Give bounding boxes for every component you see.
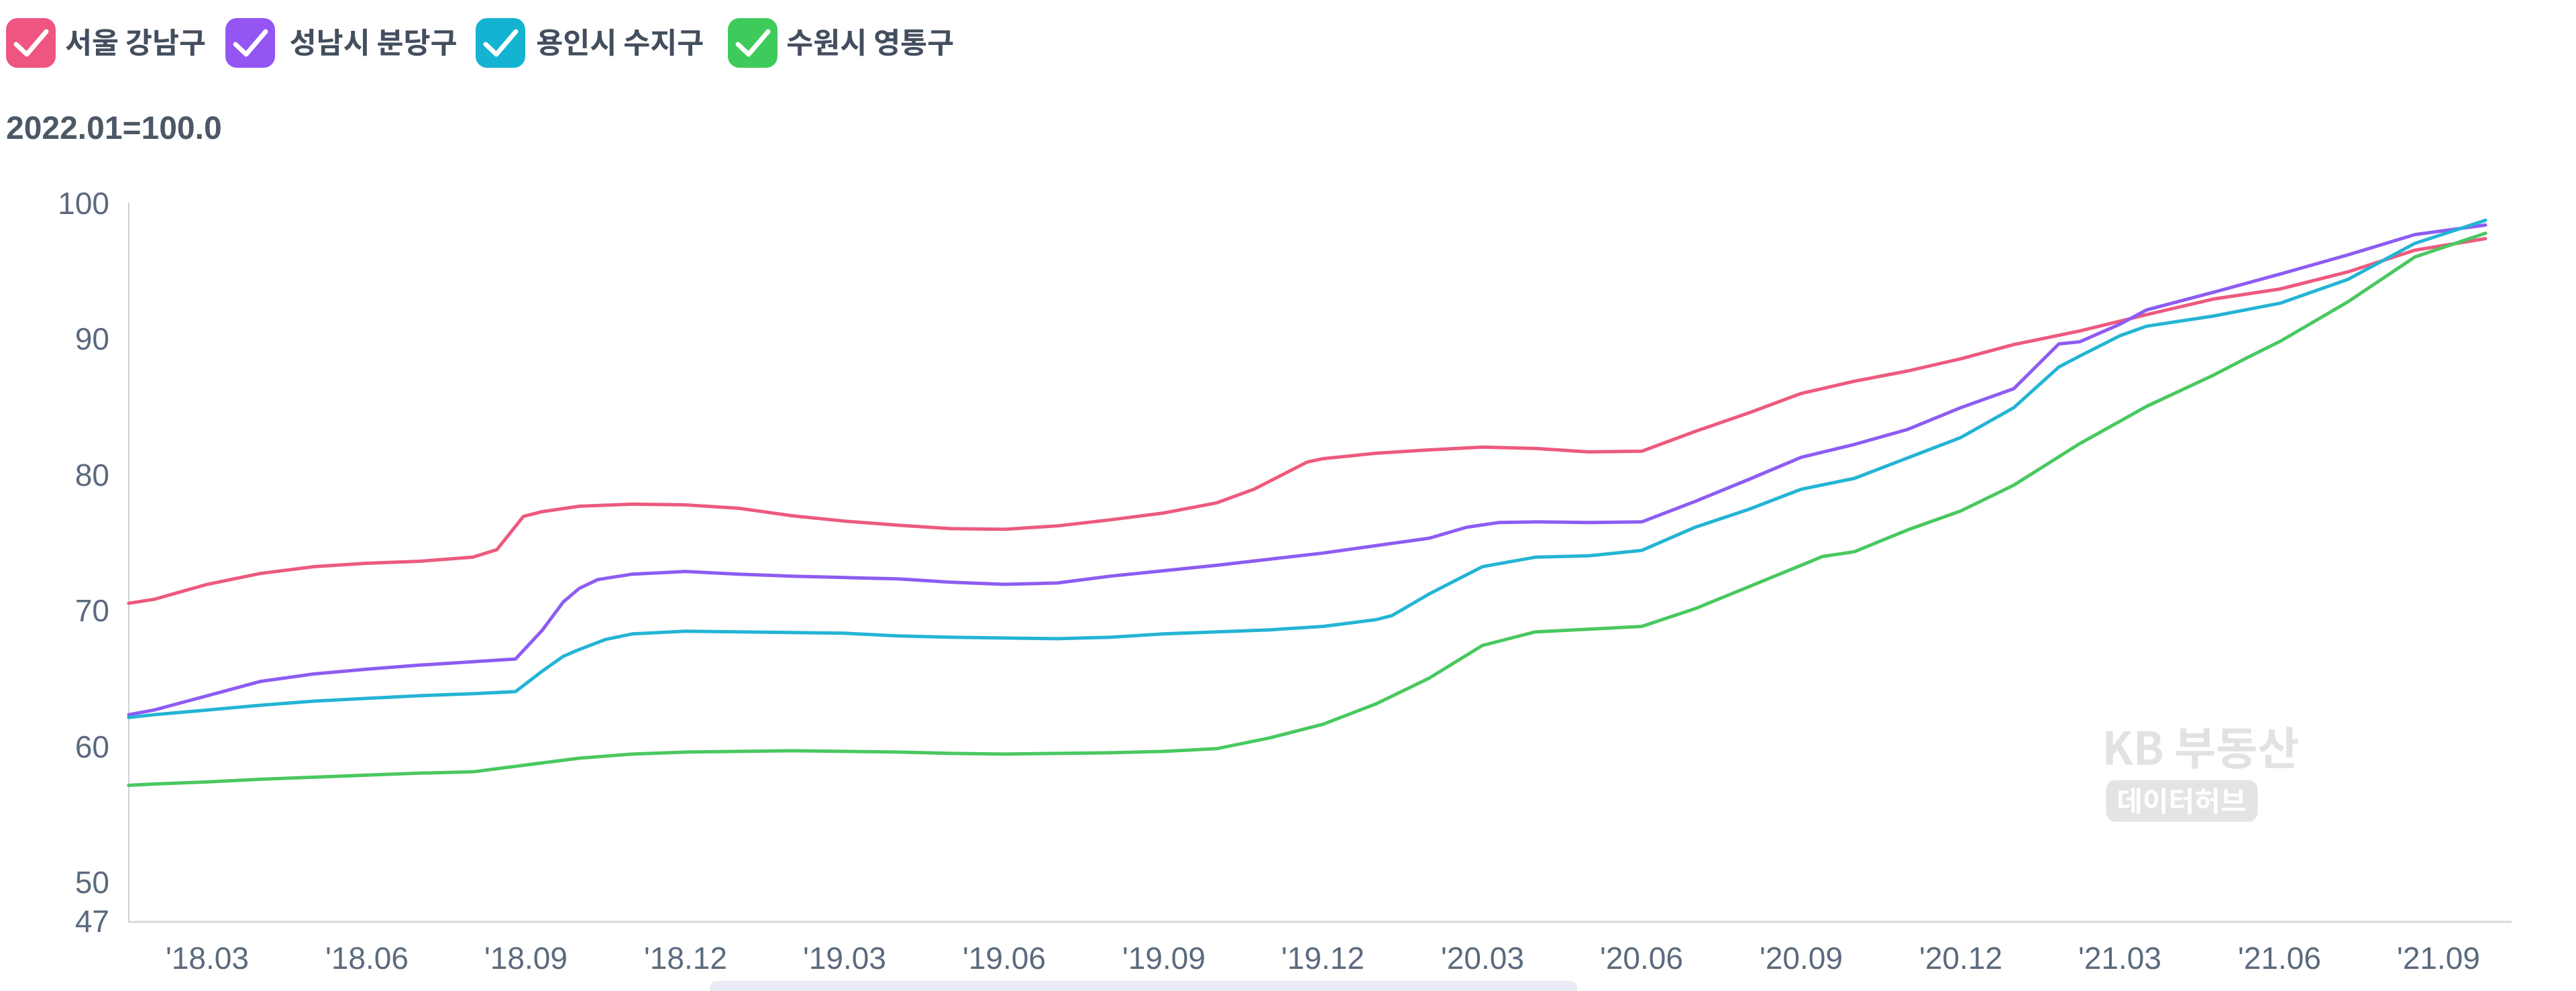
svg-text:80: 80 [75, 458, 109, 492]
svg-text:90: 90 [75, 321, 109, 356]
svg-text:'18.06: '18.06 [325, 941, 409, 976]
svg-text:70: 70 [75, 593, 109, 628]
svg-text:47: 47 [75, 904, 109, 939]
svg-text:'19.09: '19.09 [1122, 941, 1205, 976]
svg-text:'20.06: '20.06 [1600, 941, 1683, 976]
svg-text:'20.09: '20.09 [1760, 941, 1843, 976]
svg-text:'19.06: '19.06 [963, 941, 1046, 976]
svg-text:'18.12: '18.12 [644, 941, 727, 976]
svg-text:'21.09: '21.09 [2397, 941, 2480, 976]
svg-text:'19.03: '19.03 [803, 941, 886, 976]
svg-text:50: 50 [75, 865, 109, 900]
svg-text:100: 100 [58, 186, 109, 221]
svg-text:'18.09: '18.09 [484, 941, 568, 976]
svg-text:60: 60 [75, 729, 109, 764]
svg-text:'19.12: '19.12 [1281, 941, 1364, 976]
svg-text:'20.12: '20.12 [1919, 941, 2002, 976]
svg-text:'21.03: '21.03 [2078, 941, 2161, 976]
svg-text:'21.06: '21.06 [2238, 941, 2321, 976]
svg-text:'20.03: '20.03 [1441, 941, 1524, 976]
svg-text:'18.03: '18.03 [166, 941, 249, 976]
